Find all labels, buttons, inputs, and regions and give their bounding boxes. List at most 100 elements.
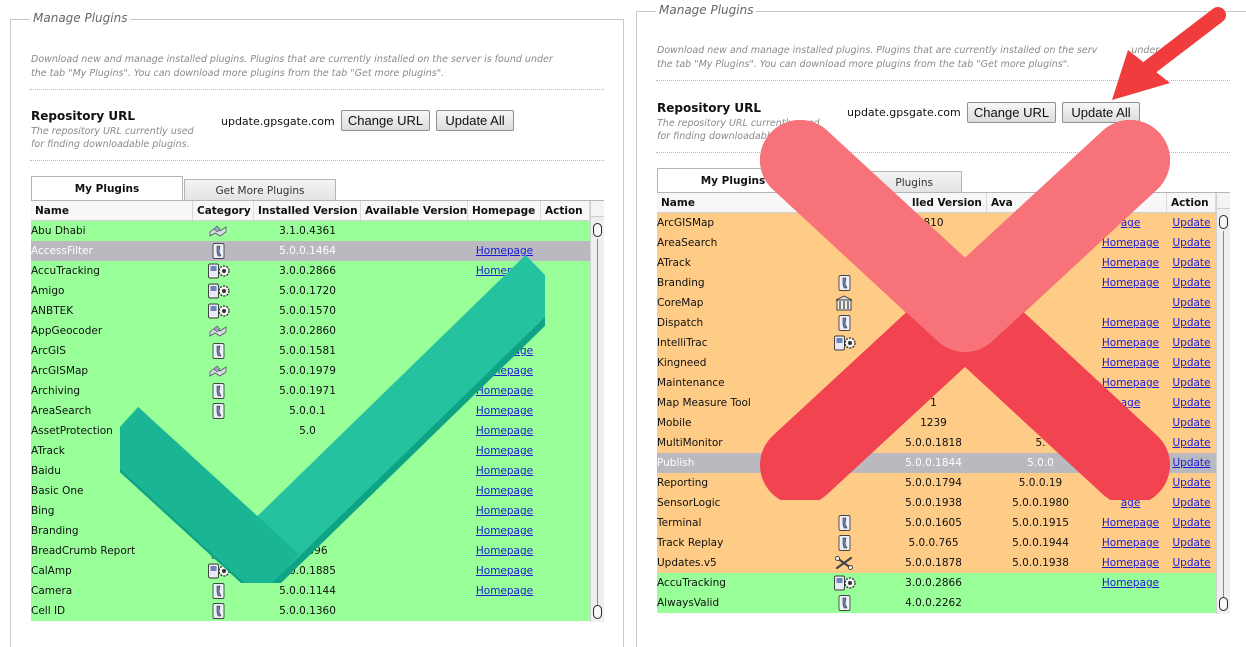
- table-row[interactable]: Bing 2 Homepage: [31, 501, 590, 521]
- left-scrollbar[interactable]: [590, 201, 604, 622]
- update-link[interactable]: [1167, 573, 1216, 593]
- update-link[interactable]: [1167, 593, 1216, 613]
- homepage-link[interactable]: Homepage: [475, 265, 534, 277]
- update-link[interactable]: Update: [1172, 417, 1211, 429]
- table-row[interactable]: Reporting 5.0.0.1794 5.0.0.19 age Update: [657, 473, 1216, 493]
- table-row[interactable]: Branding Homepage Update: [657, 273, 1216, 293]
- update-link[interactable]: Update: [1172, 477, 1211, 489]
- update-link[interactable]: Update: [1172, 237, 1211, 249]
- update-link[interactable]: Update: [1172, 297, 1211, 309]
- table-row[interactable]: AccuTracking 3.0.0.2866 Homepage: [31, 261, 590, 281]
- left-tab-get-more-plugins[interactable]: Get More Plugins: [184, 179, 336, 201]
- table-row[interactable]: ATrack Homepage Update: [657, 253, 1216, 273]
- table-row[interactable]: Abu Dhabi 3.1.0.4361: [31, 221, 590, 241]
- table-row[interactable]: AccuTracking 3.0.0.2866 Homepage: [657, 573, 1216, 593]
- left-header-category[interactable]: Category: [193, 201, 254, 221]
- update-link[interactable]: [541, 221, 590, 241]
- update-link[interactable]: [541, 261, 590, 281]
- homepage-link[interactable]: [468, 301, 541, 321]
- homepage-link[interactable]: Homepage: [1101, 317, 1160, 329]
- table-row[interactable]: CoreMap 21 Update: [657, 293, 1216, 313]
- update-link[interactable]: Update: [1172, 357, 1211, 369]
- table-row[interactable]: CalAmp 5.0.0.1885 Homepage: [31, 561, 590, 581]
- right-tab-my-plugins[interactable]: My Plugins: [657, 168, 809, 192]
- right-header-action[interactable]: Action: [1167, 193, 1216, 213]
- homepage-link[interactable]: Homepage: [1101, 357, 1160, 369]
- right-header-installed-version[interactable]: lled Version: [880, 193, 987, 213]
- update-link[interactable]: [541, 341, 590, 361]
- table-row[interactable]: Publish 5.0.0.1844 5.0.0 ge Update: [657, 453, 1216, 473]
- table-row[interactable]: Mobile 1239 age Update: [657, 413, 1216, 433]
- homepage-link[interactable]: Homepage: [475, 545, 534, 557]
- homepage-link[interactable]: [468, 281, 541, 301]
- homepage-link[interactable]: Homepage: [475, 465, 534, 477]
- update-link[interactable]: Update: [1172, 217, 1211, 229]
- left-update-all-button[interactable]: Update All: [436, 110, 514, 131]
- homepage-link[interactable]: Homepage: [475, 385, 534, 397]
- homepage-link[interactable]: Homepage: [475, 565, 534, 577]
- table-row[interactable]: Map Measure Tool 1 age Update: [657, 393, 1216, 413]
- homepage-link[interactable]: age: [1120, 217, 1141, 229]
- homepage-link[interactable]: Homepage: [1101, 237, 1160, 249]
- homepage-link[interactable]: Homepage: [1101, 257, 1160, 269]
- update-link[interactable]: Update: [1172, 397, 1211, 409]
- homepage-link[interactable]: Homepage: [475, 525, 534, 537]
- update-link[interactable]: [541, 481, 590, 501]
- right-header-homepage[interactable]: [1094, 193, 1167, 213]
- table-row[interactable]: Amigo 5.0.0.1720: [31, 281, 590, 301]
- update-link[interactable]: Update: [1172, 257, 1211, 269]
- table-row[interactable]: Terminal 5.0.0.1605 5.0.0.1915 Homepage Upda…: [657, 513, 1216, 533]
- table-row[interactable]: Baidu Homepage: [31, 461, 590, 481]
- table-row[interactable]: Dispatch 1938 Homepage Update: [657, 313, 1216, 333]
- homepage-link[interactable]: Homepage: [1101, 377, 1160, 389]
- homepage-link[interactable]: Homepage: [1101, 577, 1160, 589]
- table-row[interactable]: Camera 5.0.0.1144 Homepage: [31, 581, 590, 601]
- homepage-link[interactable]: Homepage: [475, 425, 534, 437]
- homepage-link[interactable]: Homepage: [1101, 537, 1160, 549]
- table-row[interactable]: IntelliTrac 51 Homepage Update: [657, 333, 1216, 353]
- table-row[interactable]: ANBTEK 5.0.0.1570: [31, 301, 590, 321]
- homepage-link[interactable]: Homepage: [1101, 557, 1160, 569]
- update-link[interactable]: [541, 421, 590, 441]
- update-link[interactable]: [541, 401, 590, 421]
- right-tab-get-more-plugins[interactable]: Plugins: [810, 171, 962, 193]
- table-row[interactable]: Kingneed Homepage Update: [657, 353, 1216, 373]
- update-link[interactable]: Update: [1172, 557, 1211, 569]
- update-link[interactable]: [541, 321, 590, 341]
- update-link[interactable]: Update: [1172, 497, 1211, 509]
- right-header-category[interactable]: [819, 193, 880, 213]
- homepage-link[interactable]: Homepage: [475, 505, 534, 517]
- update-link[interactable]: [541, 381, 590, 401]
- left-header-action[interactable]: Action: [541, 201, 590, 221]
- update-link[interactable]: Update: [1172, 277, 1211, 289]
- table-row[interactable]: AppGeocoder 3.0.0.2860: [31, 321, 590, 341]
- homepage-link[interactable]: [468, 221, 541, 241]
- right-column-chooser-icon[interactable]: [1217, 193, 1230, 209]
- update-link[interactable]: [541, 581, 590, 601]
- table-row[interactable]: Maintenance Homepage Update: [657, 373, 1216, 393]
- update-link[interactable]: [541, 541, 590, 561]
- table-row[interactable]: BreadCrumb Report .0.5096 Homepage: [31, 541, 590, 561]
- update-link[interactable]: Update: [1172, 377, 1211, 389]
- left-change-url-button[interactable]: Change URL: [341, 110, 430, 131]
- update-link[interactable]: [541, 461, 590, 481]
- left-header-available-version[interactable]: Available Version: [361, 201, 468, 221]
- update-link[interactable]: [541, 561, 590, 581]
- homepage-link[interactable]: Homepage: [1101, 337, 1160, 349]
- homepage-link[interactable]: Homepage: [1101, 277, 1160, 289]
- table-row[interactable]: ArcGISMap 5.0.0.1979 Homepage: [31, 361, 590, 381]
- update-link[interactable]: Update: [1172, 337, 1211, 349]
- right-scroll-down-thumb[interactable]: [1219, 597, 1228, 611]
- table-row[interactable]: AlwaysValid 4.0.0.2262: [657, 593, 1216, 613]
- table-row[interactable]: Updates.v5 5.0.0.1878 5.0.0.1938 Homepage Up…: [657, 553, 1216, 573]
- table-row[interactable]: ATrack Homepage: [31, 441, 590, 461]
- homepage-link[interactable]: [1094, 293, 1167, 313]
- homepage-link[interactable]: Homepage: [475, 365, 534, 377]
- homepage-link[interactable]: age: [1120, 477, 1141, 489]
- table-row[interactable]: Archiving 5.0.0.1971 Homepage: [31, 381, 590, 401]
- table-row[interactable]: ArcGIS 5.0.0.1581 Homepage: [31, 341, 590, 361]
- right-change-url-button[interactable]: Change URL: [967, 102, 1056, 123]
- homepage-link[interactable]: ge: [1123, 457, 1138, 469]
- left-scroll-down-thumb[interactable]: [593, 605, 602, 619]
- right-scroll-up-thumb[interactable]: [1219, 215, 1228, 229]
